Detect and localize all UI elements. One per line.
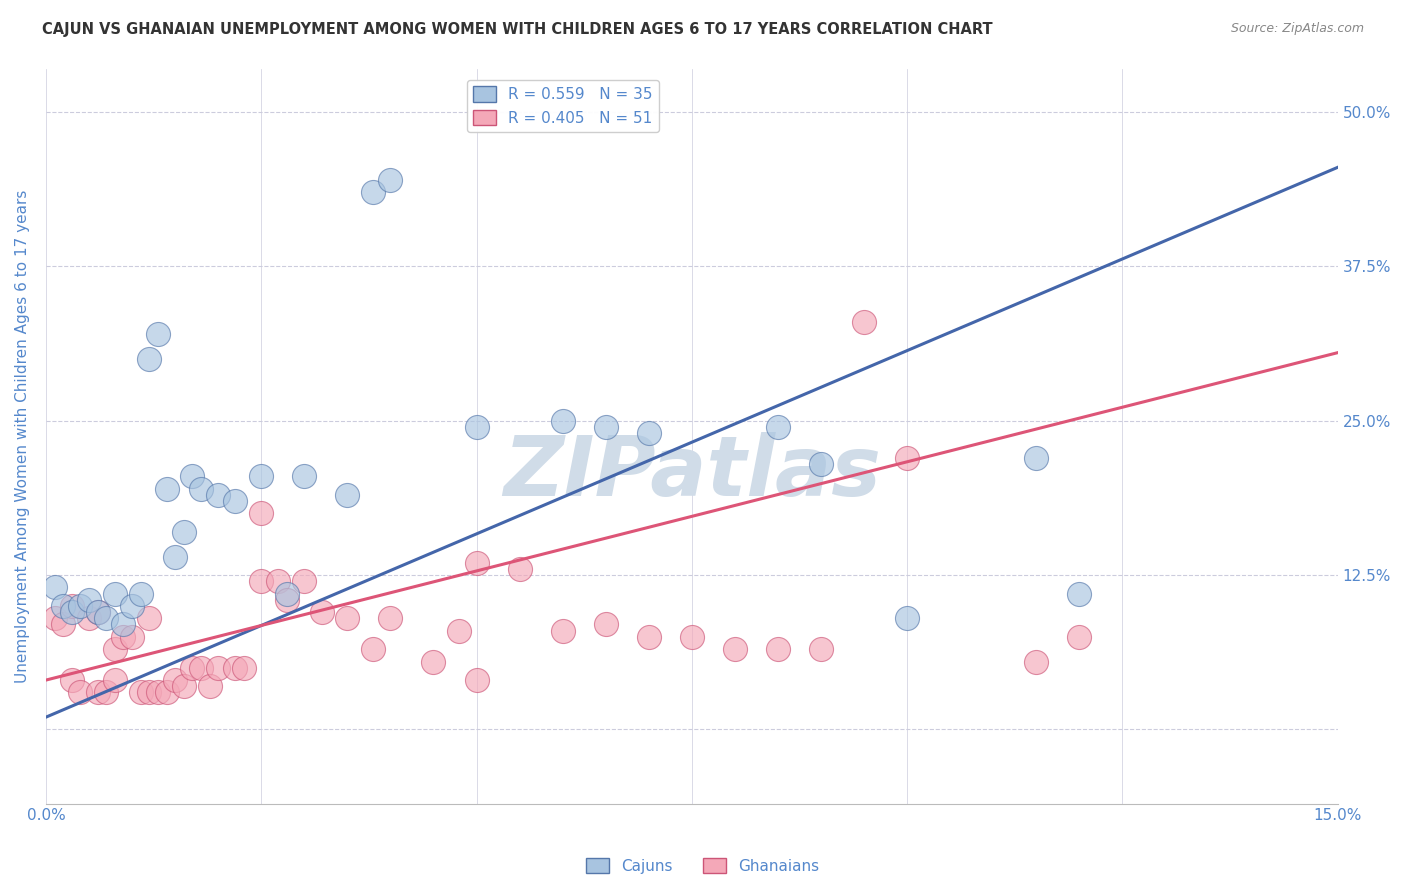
Point [853, 315, 876, 329]
Point [766, 642, 789, 657]
Point [165, 673, 187, 687]
Point [129, 685, 152, 699]
Point [60, 599, 83, 613]
Point [595, 419, 617, 434]
Point [173, 679, 195, 693]
Point [104, 673, 127, 687]
Point [311, 605, 333, 619]
Point [198, 679, 221, 693]
Point [465, 673, 488, 687]
Point [233, 661, 256, 675]
Point [224, 661, 246, 675]
Point [44, 611, 66, 625]
Point [276, 586, 298, 600]
Text: Source: ZipAtlas.com: Source: ZipAtlas.com [1230, 22, 1364, 36]
Point [207, 661, 229, 675]
Point [250, 574, 273, 589]
Point [380, 172, 402, 186]
Point [69, 685, 91, 699]
Point [276, 592, 298, 607]
Point [1025, 655, 1047, 669]
Legend: Cajuns, Ghanaians: Cajuns, Ghanaians [581, 852, 825, 880]
Point [465, 556, 488, 570]
Point [138, 685, 160, 699]
Text: ZIPatlas: ZIPatlas [503, 433, 880, 513]
Point [551, 624, 574, 638]
Point [112, 617, 135, 632]
Point [138, 351, 160, 366]
Point [896, 611, 918, 625]
Point [190, 482, 212, 496]
Point [595, 617, 617, 632]
Point [1069, 586, 1091, 600]
Point [250, 469, 273, 483]
Point [181, 469, 204, 483]
Point [86, 605, 108, 619]
Point [146, 685, 169, 699]
Point [104, 586, 127, 600]
Point [336, 488, 359, 502]
Point [129, 586, 152, 600]
Point [121, 599, 143, 613]
Legend: R = 0.559   N = 35, R = 0.405   N = 51: R = 0.559 N = 35, R = 0.405 N = 51 [467, 80, 659, 132]
Point [96, 685, 118, 699]
Point [77, 611, 100, 625]
Point [44, 581, 66, 595]
Point [292, 574, 315, 589]
Point [86, 605, 108, 619]
Point [52, 599, 75, 613]
Point [810, 457, 832, 471]
Point [190, 661, 212, 675]
Point [165, 549, 187, 564]
Point [637, 425, 659, 440]
Point [1069, 630, 1091, 644]
Point [96, 611, 118, 625]
Point [86, 685, 108, 699]
Point [422, 655, 444, 669]
Point [681, 630, 703, 644]
Point [336, 611, 359, 625]
Point [361, 642, 384, 657]
Point [77, 592, 100, 607]
Point [250, 506, 273, 520]
Point [361, 185, 384, 199]
Point [465, 419, 488, 434]
Point [896, 450, 918, 465]
Point [637, 630, 659, 644]
Point [509, 562, 531, 576]
Point [449, 624, 471, 638]
Point [207, 488, 229, 502]
Point [146, 327, 169, 342]
Point [138, 611, 160, 625]
Point [292, 469, 315, 483]
Point [60, 605, 83, 619]
Point [121, 630, 143, 644]
Point [112, 630, 135, 644]
Text: CAJUN VS GHANAIAN UNEMPLOYMENT AMONG WOMEN WITH CHILDREN AGES 6 TO 17 YEARS CORR: CAJUN VS GHANAIAN UNEMPLOYMENT AMONG WOM… [42, 22, 993, 37]
Point [104, 642, 127, 657]
Point [810, 642, 832, 657]
Point [181, 661, 204, 675]
Point [1025, 450, 1047, 465]
Point [224, 494, 246, 508]
Point [173, 524, 195, 539]
Y-axis label: Unemployment Among Women with Children Ages 6 to 17 years: Unemployment Among Women with Children A… [15, 189, 30, 682]
Point [155, 482, 177, 496]
Point [267, 574, 290, 589]
Point [380, 611, 402, 625]
Point [69, 599, 91, 613]
Point [52, 617, 75, 632]
Point [551, 414, 574, 428]
Point [155, 685, 177, 699]
Point [60, 673, 83, 687]
Point [724, 642, 747, 657]
Point [766, 419, 789, 434]
